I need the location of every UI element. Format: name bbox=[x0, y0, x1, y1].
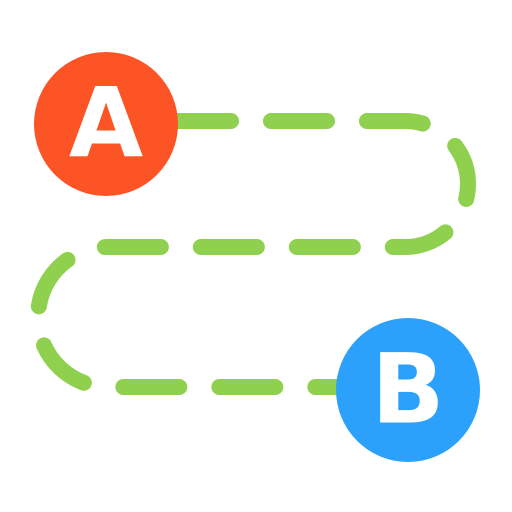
end-point-marker: B bbox=[336, 318, 480, 462]
start-point-label: A bbox=[69, 67, 143, 179]
end-point-label: B bbox=[371, 333, 444, 445]
dashed-route-path bbox=[30, 113, 476, 395]
start-point-marker: A bbox=[34, 52, 178, 196]
